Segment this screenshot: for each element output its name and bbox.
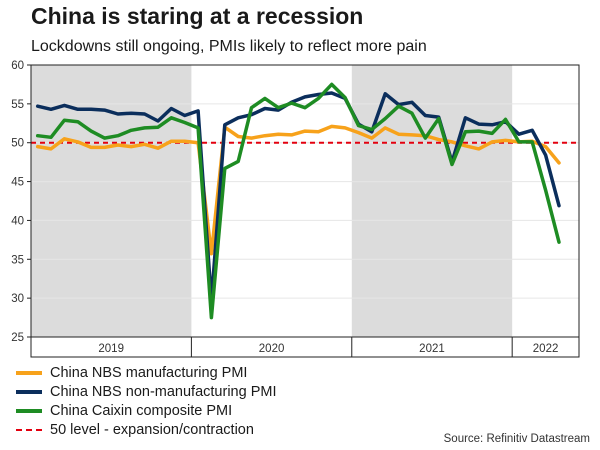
y-tick-label: 25 xyxy=(11,332,24,344)
y-tick-label: 45 xyxy=(11,177,24,189)
legend-item-nbs-non-manufacturing: China NBS non-manufacturing PMI xyxy=(14,382,276,401)
legend-swatch-dashed xyxy=(16,428,42,431)
year-shade-2021 xyxy=(351,65,513,337)
y-tick-label: 35 xyxy=(11,254,24,266)
chart-subtitle: Lockdowns still ongoing, PMIs likely to … xyxy=(31,38,427,55)
legend-item-caixin-composite: China Caixin composite PMI xyxy=(14,401,276,420)
plot-frame xyxy=(30,64,580,358)
legend-swatch xyxy=(16,370,42,375)
y-tick-label: 60 xyxy=(11,60,24,72)
x-year-label: 2022 xyxy=(533,343,559,355)
x-year-label: 2019 xyxy=(98,343,124,355)
chart-legend: China NBS manufacturing PMI China NBS no… xyxy=(14,363,276,439)
legend-label: China Caixin composite PMI xyxy=(50,402,233,419)
legend-item-nbs-manufacturing: China NBS manufacturing PMI xyxy=(14,363,276,382)
legend-swatch xyxy=(16,408,42,413)
legend-swatch xyxy=(16,389,42,394)
legend-item-reference-line: 50 level - expansion/contraction xyxy=(14,420,276,439)
series-line-1 xyxy=(35,91,561,304)
line-chart: 25 30 35 40 45 50 55 60 2019 2020 2021 2022 xyxy=(11,60,580,358)
series-line-0 xyxy=(35,124,561,256)
legend-label: 50 level - expansion/contraction xyxy=(50,421,254,438)
legend-label: China NBS non-manufacturing PMI xyxy=(50,383,277,400)
legend-label: China NBS manufacturing PMI xyxy=(50,364,248,381)
y-tick-label: 30 xyxy=(11,293,24,305)
x-year-label: 2021 xyxy=(419,343,445,355)
y-tick-label: 50 xyxy=(11,138,24,150)
x-year-label: 2020 xyxy=(259,343,285,355)
y-tick-label: 40 xyxy=(11,215,24,227)
year-shade-2019 xyxy=(31,65,192,337)
source-note: Source: Refinitiv Datastream xyxy=(443,433,590,445)
chart-title: China is staring at a recession xyxy=(31,3,364,29)
series-line-2 xyxy=(35,82,561,320)
y-tick-label: 55 xyxy=(11,99,24,111)
